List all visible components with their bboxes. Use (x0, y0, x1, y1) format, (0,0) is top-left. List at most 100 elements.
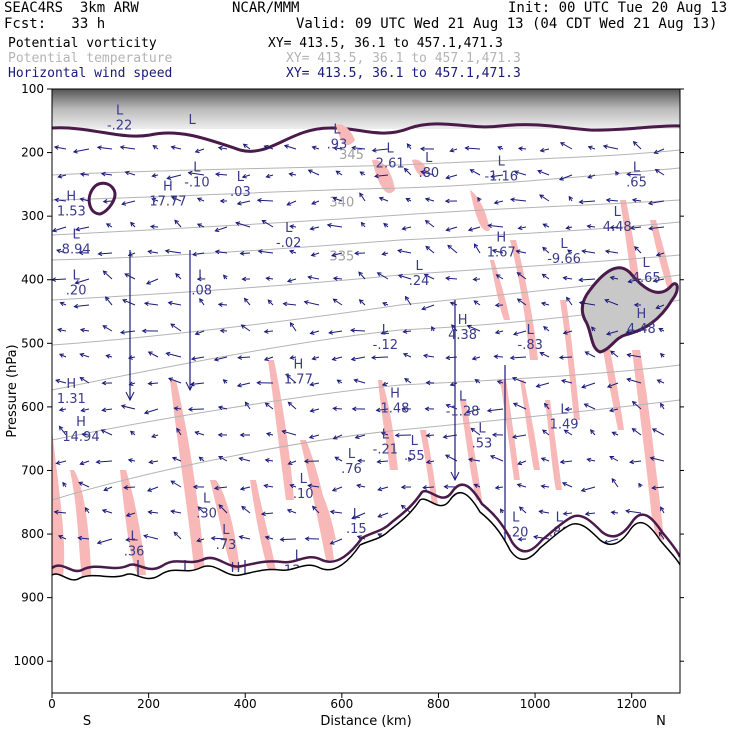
wind-arrow-head (543, 402, 549, 408)
wind-arrow-head (578, 199, 584, 205)
wind-arrow-head (217, 302, 223, 307)
wind-arrow (512, 434, 527, 438)
wind-arrow-head (100, 429, 106, 434)
wind-arrow-head (57, 327, 63, 333)
wind-arrow-head (102, 325, 108, 330)
wind-arrow-head (81, 432, 87, 437)
wind-arrow-head (512, 331, 518, 336)
extremum-value: .30 (196, 506, 217, 521)
wind-arrow-head (151, 433, 157, 439)
wind-arrow-head (194, 148, 200, 154)
wind-arrow-head (359, 171, 365, 176)
wind-arrow-head (424, 406, 430, 412)
wind-arrow-head (241, 276, 247, 282)
wind-arrow-head (561, 482, 567, 487)
upper-pv-shading (52, 89, 680, 129)
wind-arrow (404, 168, 412, 176)
wind-arrow-head (493, 200, 499, 205)
extremum-value: -.21 (373, 443, 398, 458)
wind-arrow (611, 478, 619, 488)
wind-arrow (80, 198, 90, 202)
wind-arrow (495, 486, 504, 489)
wind-arrow-head (586, 224, 592, 229)
wind-arrow (446, 174, 458, 179)
extremum-high-marker: H (66, 189, 76, 204)
wind-arrow (563, 512, 573, 515)
wind-arrow (283, 303, 297, 306)
wind-arrow (287, 278, 297, 282)
extremum-low-marker: L (411, 434, 419, 449)
wind-arrow (377, 272, 389, 280)
wind-arrow (656, 304, 665, 309)
wind-arrow-head (397, 273, 403, 279)
wind-arrow-head (445, 174, 451, 180)
wind-arrow (258, 250, 274, 254)
wind-arrow (466, 408, 481, 413)
wind-arrow (218, 456, 228, 462)
wind-arrow (650, 457, 665, 462)
wind-arrow-head (264, 458, 270, 463)
wind-arrow-head (516, 483, 522, 488)
wind-arrow-head (626, 172, 632, 177)
wind-arrow-head (310, 252, 316, 257)
wind-arrow (648, 200, 665, 205)
wind-arrow-head (331, 487, 337, 492)
wind-arrow-head (660, 506, 665, 512)
wind-arrow (122, 200, 136, 205)
wind-arrow-head (289, 321, 295, 327)
wind-arrow (398, 249, 412, 254)
wind-arrow-head (213, 356, 219, 362)
wind-arrow-head (473, 243, 479, 249)
wind-arrow (172, 457, 182, 462)
wind-arrow-head (350, 328, 355, 333)
wind-arrow-head (309, 330, 315, 335)
wind-arrow (170, 510, 182, 514)
wind-arrow (352, 147, 366, 150)
extremum-low-marker: L (560, 237, 568, 252)
wind-arrow-head (198, 456, 204, 462)
wind-arrow (652, 428, 665, 436)
extremum-value: .15 (346, 522, 367, 537)
wind-arrow (355, 434, 366, 439)
wind-arrow-head (490, 173, 496, 179)
wind-arrow (143, 535, 159, 540)
wind-arrow-head (79, 377, 85, 382)
wind-arrow (125, 171, 136, 176)
wind-arrow (632, 401, 642, 410)
wind-arrow (309, 434, 320, 439)
wind-arrow-head (309, 381, 315, 387)
wind-arrow-head (210, 535, 216, 541)
wind-arrow-head (219, 328, 225, 334)
wind-arrow-head (57, 535, 63, 540)
wind-arrow-head (105, 223, 111, 228)
wind-arrow (559, 174, 573, 181)
wind-arrow (147, 486, 159, 492)
wind-arrow (334, 456, 343, 462)
wind-arrow (240, 486, 251, 490)
extremum-high-marker: H (163, 180, 173, 195)
wind-arrow-head (238, 535, 244, 540)
wind-arrow-head (515, 249, 521, 254)
wind-arrow (238, 356, 251, 359)
wind-arrow (148, 351, 159, 358)
wind-arrow-head (287, 401, 293, 407)
wind-arrow-head (400, 484, 406, 490)
wind-arrow-head (539, 351, 545, 357)
wind-arrow (468, 226, 481, 231)
wind-arrow (404, 378, 412, 384)
wind-arrow (75, 226, 90, 231)
wind-arrow (98, 252, 113, 255)
wind-arrow (425, 198, 435, 202)
extremum-low-marker: L (425, 151, 433, 166)
wind-arrow (97, 538, 113, 544)
wind-arrow (351, 329, 366, 332)
wind-arrow-head (562, 275, 568, 281)
wind-arrow (587, 458, 596, 462)
x-axis-label: Distance (km) (320, 714, 411, 729)
wind-arrow-head (261, 219, 267, 225)
wind-arrow-head (381, 381, 387, 387)
wind-arrow (241, 324, 251, 332)
wind-arrow (211, 537, 228, 540)
wind-arrow (630, 226, 642, 229)
y-tick-label: 100 (21, 82, 44, 96)
